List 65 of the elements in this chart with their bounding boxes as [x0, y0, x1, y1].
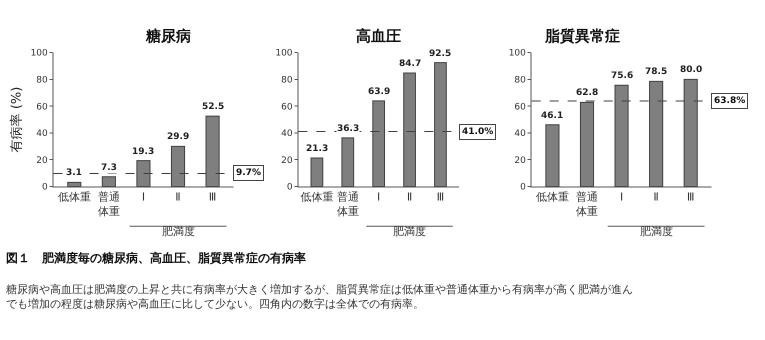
y-tick-label: 40 — [281, 129, 293, 140]
x-tick-label: 普通体重 — [98, 190, 120, 218]
y-tick-label: 100 — [30, 48, 48, 59]
x-tick-label: Ⅱ — [653, 190, 659, 204]
y-tick-label: 100 — [275, 48, 293, 59]
x-tick-label: Ⅱ — [406, 190, 412, 204]
x-tick-label: Ⅲ — [208, 190, 216, 204]
chart-title: 脂質異常症 — [544, 27, 620, 45]
y-tick-label: 60 — [281, 102, 293, 112]
text: 図１ 肥満度毎の糖尿病、高血圧、脂質異常症の有病率 — [6, 251, 306, 265]
data-label: 62.8 — [576, 88, 598, 98]
data-label: 78.5 — [645, 67, 668, 77]
data-label: 46.1 — [541, 111, 564, 121]
x-axis-title: 肥満度 — [640, 225, 673, 238]
x-tick-label: Ⅰ — [142, 190, 146, 204]
text: 糖尿病や高血圧は肥満度の上昇と共に有病率が大きく増加するが、脂質異常症は低体重や普通体重から有病率が高く肥満が進んでも増加の程度は糖尿病や高血圧に比して少ない。四角内の数字は全体での有病率。 — [6, 283, 633, 310]
y-tick-label: 80 — [281, 75, 293, 86]
y-tick-label: 0 — [286, 182, 293, 193]
y-tick-label: 0 — [520, 182, 526, 193]
x-tick-label: Ⅰ — [620, 190, 624, 204]
x-tick-label: Ⅲ — [436, 190, 444, 204]
y-tick-label: 40 — [514, 129, 526, 140]
x-axis-title: 肥満度 — [162, 225, 195, 238]
y-tick-label: 100 — [508, 48, 526, 59]
x-tick-label: 低体重 — [536, 190, 569, 204]
x-tick-label: 普通体重 — [336, 190, 359, 218]
y-tick-label: 60 — [36, 102, 48, 112]
data-label: 21.3 — [306, 144, 328, 154]
y-tick-label: 40 — [36, 129, 48, 140]
ref-line-label: 9.7% — [236, 168, 261, 178]
bar — [102, 176, 116, 186]
data-label: 36.3 — [337, 124, 360, 134]
y-tick-label: 60 — [514, 102, 526, 112]
ref-line-label: 63.8% — [714, 96, 746, 106]
data-label: 80.0 — [680, 65, 702, 75]
y-tick-label: 20 — [36, 156, 48, 166]
y-tick-label: 80 — [514, 75, 526, 86]
data-label: 63.9 — [368, 87, 390, 97]
y-tick-label: 20 — [514, 156, 526, 166]
x-axis-title: 肥満度 — [393, 225, 426, 238]
bar — [310, 157, 324, 186]
data-label: 84.7 — [399, 59, 422, 69]
bar — [67, 182, 82, 186]
y-tick-label: 80 — [36, 75, 48, 86]
x-tick-label: Ⅰ — [377, 190, 380, 204]
x-tick-label: 普通体重 — [576, 190, 598, 218]
data-label: 7.3 — [101, 163, 117, 173]
data-label: 29.9 — [167, 132, 190, 142]
chart-title: 糖尿病 — [145, 27, 191, 45]
data-label: 3.1 — [66, 168, 82, 178]
x-tick-label: Ⅲ — [686, 190, 694, 204]
data-label: 92.5 — [429, 49, 452, 59]
x-tick-label: 低体重 — [300, 190, 334, 204]
x-tick-label: 低体重 — [58, 190, 91, 204]
y-tick-label: 0 — [42, 182, 48, 193]
y-axis-title: 有病率 (%) — [8, 86, 25, 152]
data-label: 19.3 — [132, 147, 154, 157]
chart-title: 高血圧 — [356, 27, 401, 45]
y-tick-label: 20 — [281, 156, 293, 166]
data-label: 52.5 — [202, 102, 224, 112]
bar — [545, 124, 560, 186]
ref-line-label: 41.0% — [462, 127, 494, 137]
data-label: 75.6 — [611, 71, 634, 81]
bar — [341, 137, 354, 186]
x-tick-label: Ⅱ — [175, 190, 181, 204]
